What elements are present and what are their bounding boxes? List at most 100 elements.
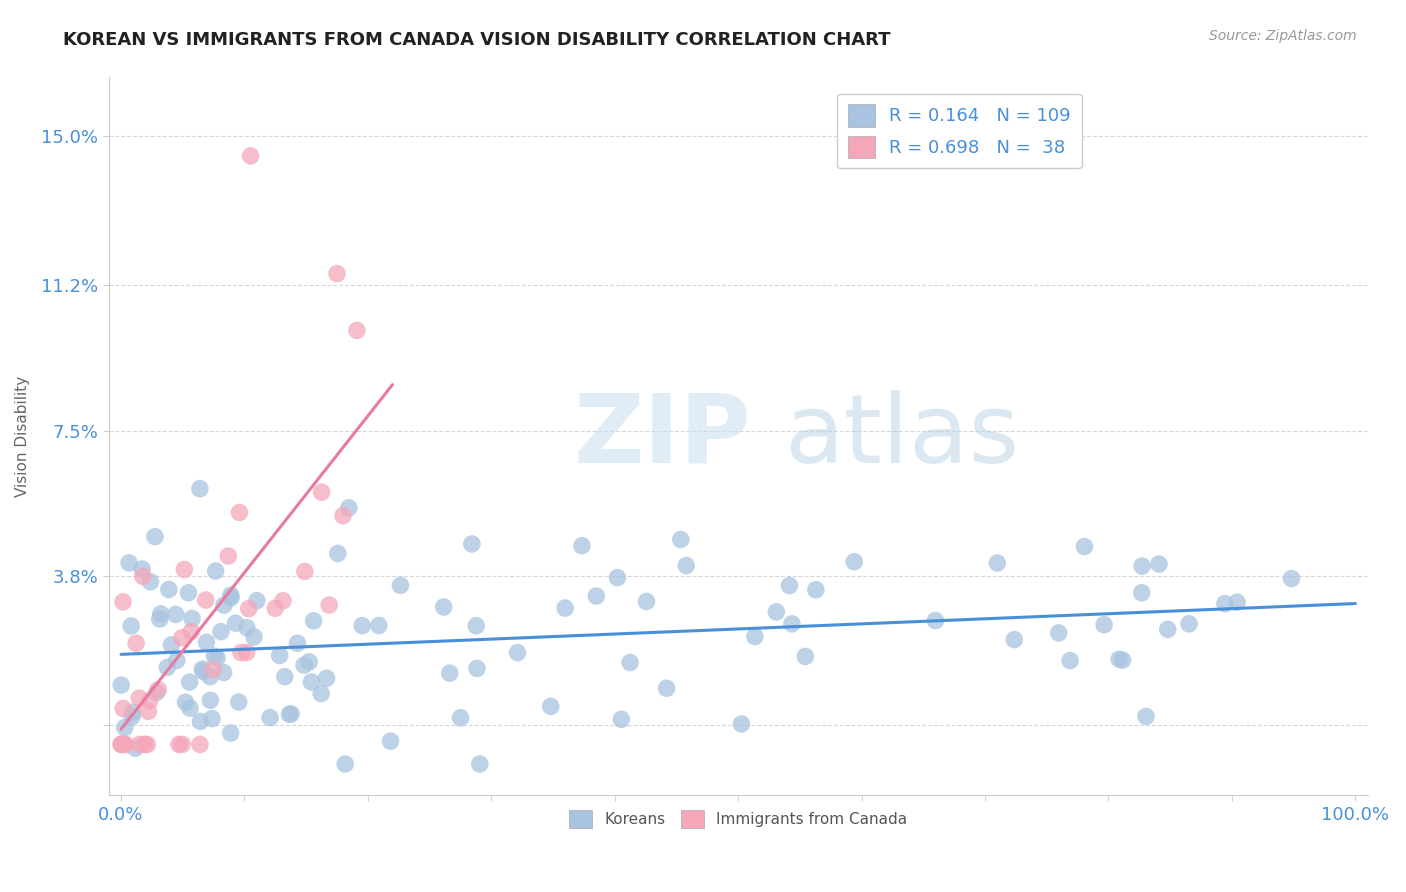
Point	[179, 701, 201, 715]
Point	[219, 588, 242, 602]
Point	[465, 661, 488, 675]
Point	[235, 645, 257, 659]
Point	[332, 508, 354, 523]
Point	[335, 757, 357, 772]
Point	[794, 649, 817, 664]
Point	[219, 726, 242, 740]
Point	[778, 578, 800, 592]
Point	[180, 624, 202, 639]
Point	[179, 675, 201, 690]
Point	[110, 738, 132, 752]
Y-axis label: Vision Disability: Vision Disability	[15, 376, 30, 497]
Point	[204, 564, 226, 578]
Point	[188, 738, 211, 752]
Point	[298, 655, 321, 669]
Point	[315, 671, 337, 685]
Point	[461, 537, 484, 551]
Point	[160, 638, 183, 652]
Point	[110, 738, 132, 752]
Point	[128, 691, 150, 706]
Point	[765, 605, 787, 619]
Point	[571, 539, 593, 553]
Point	[585, 589, 607, 603]
Text: Source: ZipAtlas.com: Source: ZipAtlas.com	[1209, 29, 1357, 43]
Point	[128, 738, 150, 752]
Point	[202, 663, 225, 677]
Point	[188, 482, 211, 496]
Point	[191, 662, 214, 676]
Point	[111, 595, 134, 609]
Point	[326, 267, 349, 281]
Point	[212, 665, 235, 680]
Point	[149, 612, 172, 626]
Point	[193, 665, 215, 679]
Point	[143, 530, 166, 544]
Point	[294, 565, 316, 579]
Point	[138, 704, 160, 718]
Point	[236, 621, 259, 635]
Point	[166, 653, 188, 667]
Point	[433, 599, 456, 614]
Point	[148, 682, 170, 697]
Point	[271, 593, 294, 607]
Point	[217, 549, 239, 563]
Point	[675, 558, 697, 573]
Point	[804, 582, 827, 597]
Point	[309, 687, 332, 701]
Point	[167, 738, 190, 752]
Legend: Koreans, Immigrants from Canada: Koreans, Immigrants from Canada	[564, 804, 912, 834]
Point	[110, 738, 132, 752]
Point	[212, 598, 235, 612]
Point	[157, 582, 180, 597]
Point	[145, 685, 167, 699]
Point	[610, 712, 633, 726]
Point	[280, 706, 302, 721]
Point	[986, 556, 1008, 570]
Point	[114, 738, 136, 752]
Point	[136, 738, 159, 752]
Point	[619, 656, 641, 670]
Point	[170, 631, 193, 645]
Point	[1092, 617, 1115, 632]
Point	[1130, 586, 1153, 600]
Point	[450, 711, 472, 725]
Point	[202, 649, 225, 664]
Point	[264, 601, 287, 615]
Point	[112, 701, 135, 715]
Point	[121, 706, 143, 720]
Point	[924, 614, 946, 628]
Point	[228, 695, 250, 709]
Point	[194, 593, 217, 607]
Point	[326, 546, 349, 560]
Point	[114, 721, 136, 735]
Point	[259, 710, 281, 724]
Point	[239, 149, 262, 163]
Point	[121, 709, 143, 723]
Point	[730, 717, 752, 731]
Point	[540, 699, 562, 714]
Point	[174, 695, 197, 709]
Point	[506, 646, 529, 660]
Point	[287, 636, 309, 650]
Point	[209, 624, 232, 639]
Point	[165, 607, 187, 622]
Point	[1059, 654, 1081, 668]
Point	[744, 630, 766, 644]
Point	[198, 670, 221, 684]
Point	[468, 757, 491, 772]
Point	[1135, 709, 1157, 723]
Point	[177, 586, 200, 600]
Point	[118, 556, 141, 570]
Text: KOREAN VS IMMIGRANTS FROM CANADA VISION DISABILITY CORRELATION CHART: KOREAN VS IMMIGRANTS FROM CANADA VISION …	[63, 31, 891, 49]
Point	[1147, 557, 1170, 571]
Point	[299, 675, 322, 690]
Point	[606, 571, 628, 585]
Point	[114, 738, 136, 752]
Point	[780, 616, 803, 631]
Point	[125, 636, 148, 650]
Point	[1111, 653, 1133, 667]
Point	[1178, 616, 1201, 631]
Point	[380, 734, 402, 748]
Point	[181, 611, 204, 625]
Point	[205, 651, 228, 665]
